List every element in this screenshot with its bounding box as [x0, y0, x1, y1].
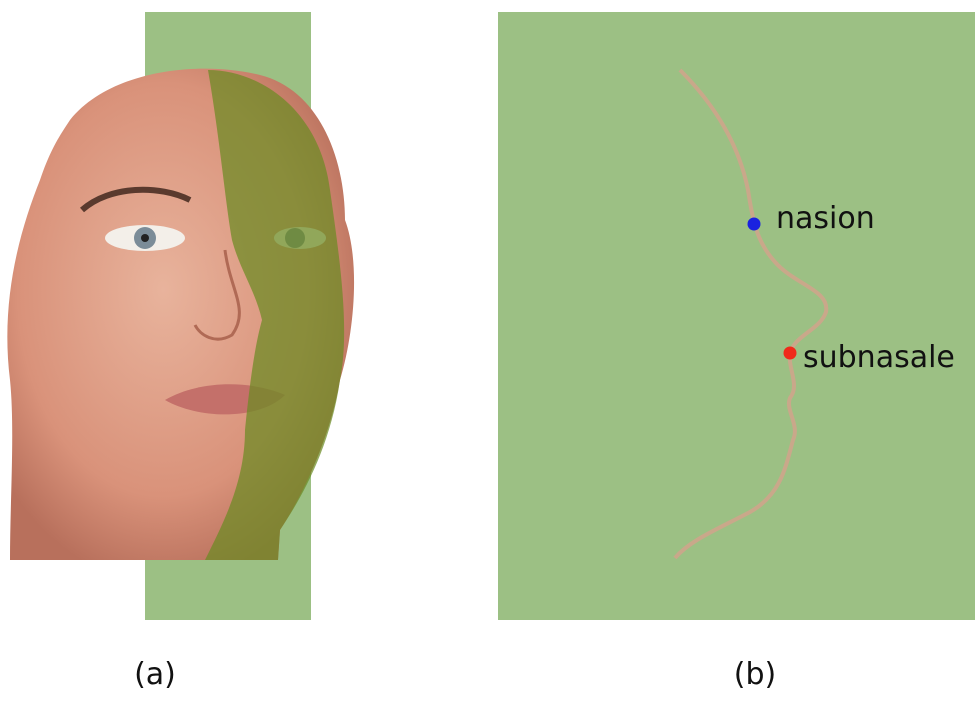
nasion-point	[748, 218, 761, 231]
landmark-label: subnasale	[803, 340, 955, 375]
figure: (a) nasion subnasale (b)	[0, 0, 975, 699]
plane-backdrop	[498, 12, 975, 620]
panel-a: (a)	[7, 12, 354, 692]
panel-b: nasion subnasale (b)	[498, 12, 975, 692]
landmark-label: nasion	[776, 201, 875, 236]
panel-label: (a)	[134, 657, 176, 692]
pupil	[141, 234, 149, 242]
panel-label: (b)	[734, 657, 776, 692]
subnasale-point	[784, 347, 797, 360]
